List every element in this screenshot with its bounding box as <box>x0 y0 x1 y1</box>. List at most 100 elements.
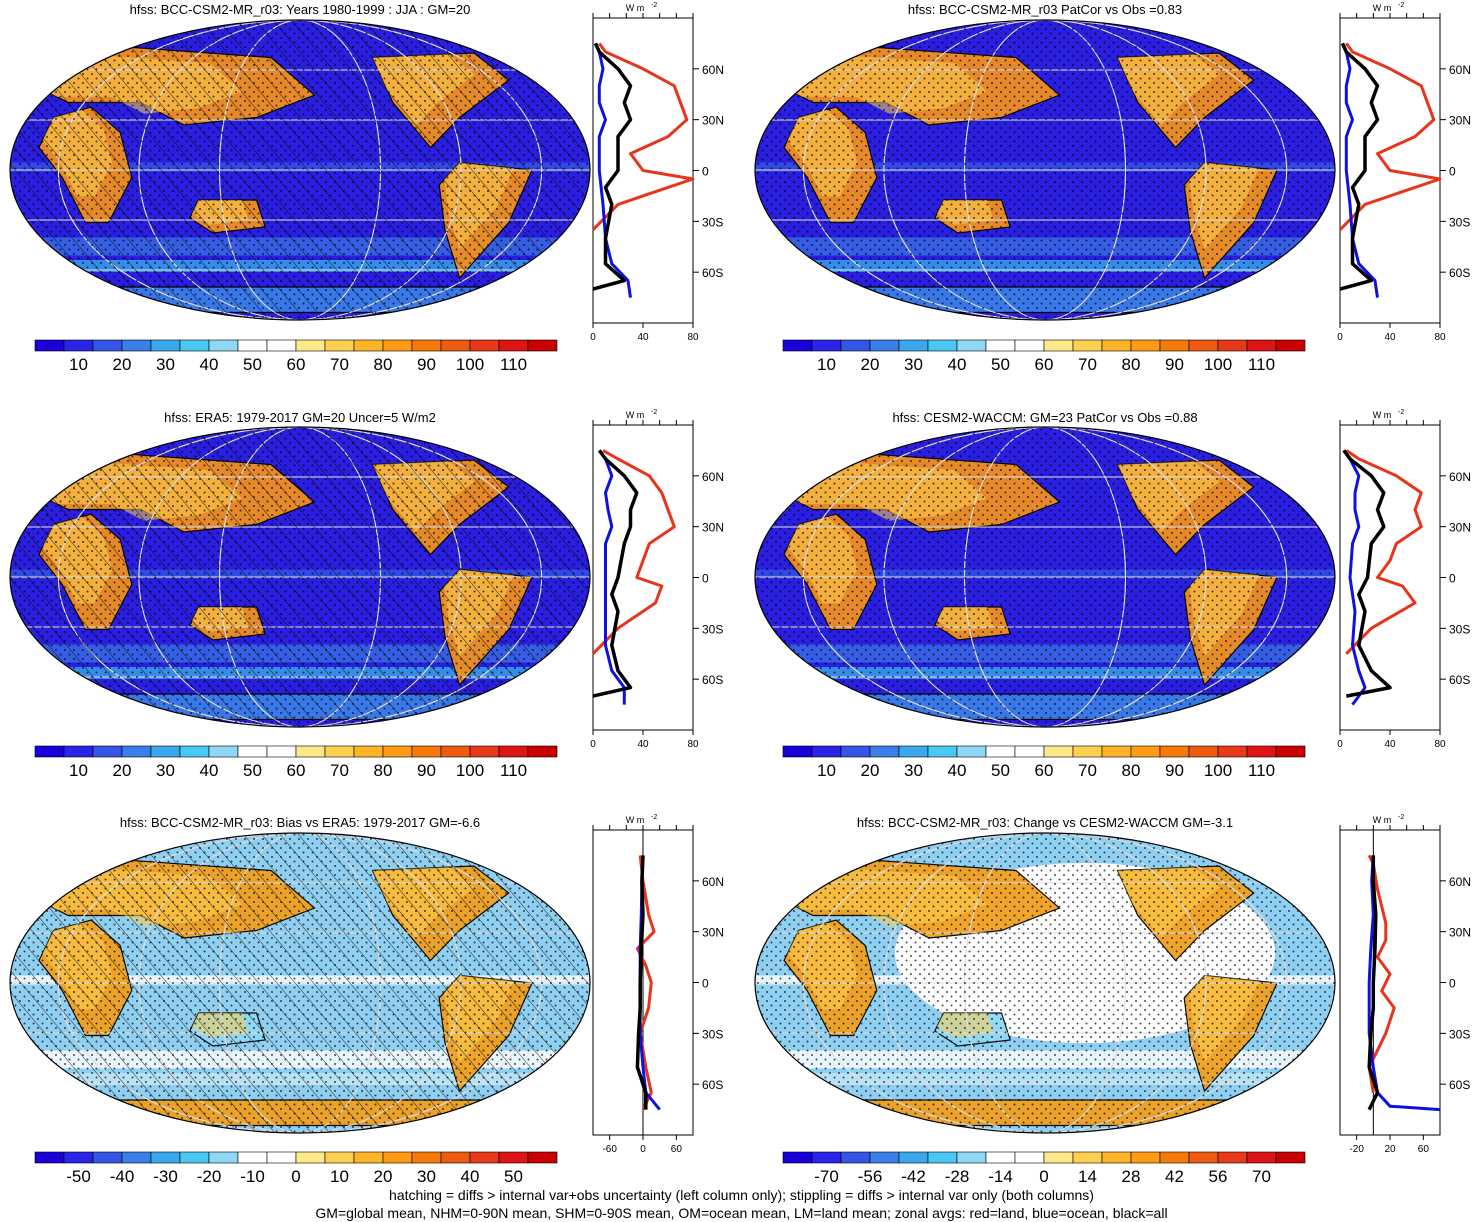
colorbar-swatch <box>1246 745 1277 758</box>
profile-units-superscript: -2 <box>1398 409 1404 416</box>
colorbar-swatch <box>1188 1151 1219 1164</box>
colorbar-label: 0 <box>1039 1167 1048 1186</box>
colorbar-swatch <box>150 1151 181 1164</box>
colorbar-swatch <box>1101 745 1132 758</box>
profile-lat-label: 30S <box>1449 1027 1470 1041</box>
stippling <box>10 20 590 320</box>
colorbar-swatch <box>440 339 471 352</box>
colorbar-label: 60 <box>287 355 306 374</box>
profile-lat-label: 60S <box>702 266 723 280</box>
colorbar-swatch <box>811 745 842 758</box>
colorbar-swatch <box>956 1151 987 1164</box>
profile-x-label: 0 <box>590 739 596 750</box>
stippling <box>755 20 1335 320</box>
colorbar-swatch <box>92 339 123 352</box>
colorbar-swatch <box>927 1151 958 1164</box>
profile-lat-label: 0 <box>702 572 709 586</box>
colorbar-label: 50 <box>991 761 1010 780</box>
profile-units-superscript: -2 <box>651 409 657 416</box>
colorbar-label: 0 <box>291 1167 300 1186</box>
profile-lat-label: 60S <box>1449 1078 1470 1092</box>
profile-lat-label: 30S <box>702 622 723 636</box>
colorbar-swatch <box>1217 745 1248 758</box>
profile-lat-label: 30N <box>702 114 724 128</box>
colorbar-swatch <box>927 339 958 352</box>
colorbar-swatch <box>1101 1151 1132 1164</box>
colorbar-swatch <box>237 745 268 758</box>
colorbar-swatch <box>34 745 65 758</box>
colorbar-swatch <box>324 745 355 758</box>
profile-units: W m <box>626 3 645 13</box>
profile-lat-label: 60S <box>702 673 723 687</box>
profile-x-label: 80 <box>687 739 699 750</box>
colorbar-swatch <box>1130 1151 1161 1164</box>
map-border <box>9 832 591 1134</box>
profile-ref-model: W m -2 60N 30N 0 30S 60S 0 40 80 <box>1337 409 1471 750</box>
colorbar-swatch <box>1043 1151 1074 1164</box>
colorbar-label: 90 <box>1165 355 1184 374</box>
colorbar-swatch <box>237 339 268 352</box>
colorbar-swatch <box>840 1151 871 1164</box>
colorbar-label: 100 <box>1204 355 1232 374</box>
colorbar-swatch <box>898 1151 929 1164</box>
colorbar-label: 60 <box>1035 355 1054 374</box>
profile-units-superscript: -2 <box>651 814 657 821</box>
profile-units: W m <box>626 815 645 825</box>
colorbar-label: 90 <box>417 355 436 374</box>
colorbar-label: -20 <box>197 1167 222 1186</box>
colorbar-swatch <box>411 1151 442 1164</box>
colorbar-label: 20 <box>861 761 880 780</box>
colorbar-swatch <box>440 745 471 758</box>
profile-model-patcor: W m -2 60N 30N 0 30S 60S 0 40 80 <box>1337 2 1471 343</box>
colorbar-swatch <box>469 1151 500 1164</box>
colorbar-swatch <box>1014 339 1045 352</box>
colorbar-swatch <box>63 1151 94 1164</box>
profile-series-ocean <box>598 449 626 705</box>
colorbar-swatch <box>266 339 297 352</box>
profile-lat-label: 0 <box>1449 977 1456 991</box>
colorbar-swatch <box>840 339 871 352</box>
colorbar-swatch <box>898 745 929 758</box>
colorbar-swatch <box>527 339 558 352</box>
panel-obs: 10 20 30 40 50 60 70 80 90 100 110 W m -2 60N 30N 0 30S 6… <box>9 409 724 780</box>
colorbar-swatch <box>840 745 871 758</box>
panel-title-change: hfss: BCC-CSM2-MR_r03: Change vs CESM2-W… <box>856 815 1234 830</box>
profile-lat-label: 60N <box>702 875 724 889</box>
profile-series-all <box>1339 42 1380 291</box>
colorbar-swatch <box>811 339 842 352</box>
profile-series-ocean <box>1342 449 1367 706</box>
colorbar-label: 56 <box>1209 1167 1228 1186</box>
profile-lat-label: 0 <box>1449 165 1456 179</box>
panel-title-model-patcor: hfss: BCC-CSM2-MR_r03 PatCor vs Obs =0.8… <box>907 2 1183 17</box>
panel-title-obs: hfss: ERA5: 1979-2017 GM=20 Uncer=5 W/m2 <box>164 410 436 425</box>
colorbar-swatch <box>1275 1151 1306 1164</box>
profile-lat-label: 30S <box>702 215 723 229</box>
profile-x-label: 40 <box>637 332 649 343</box>
profile-lat-label: 60N <box>702 470 724 484</box>
colorbar-label: 10 <box>817 761 836 780</box>
colorbar-label: 50 <box>243 761 262 780</box>
profile-frame <box>592 424 694 731</box>
colorbar-swatch <box>527 745 558 758</box>
colorbar-label: 50 <box>243 355 262 374</box>
colorbar-swatch <box>956 745 987 758</box>
profile-obs: W m -2 60N 30N 0 30S 60S 0 40 80 <box>590 409 724 750</box>
colorbar-label: 30 <box>904 761 923 780</box>
colorbar-label: 80 <box>374 355 393 374</box>
profile-x-label: 80 <box>687 332 699 343</box>
colorbar-swatch <box>34 339 65 352</box>
profile-lat-label: 30S <box>1449 215 1470 229</box>
profile-lat-label: 30N <box>1449 926 1471 940</box>
colorbar-label: 90 <box>1165 761 1184 780</box>
colorbar-swatch <box>1217 339 1248 352</box>
colorbar-label: 30 <box>417 1167 436 1186</box>
colorbar-swatch <box>1072 1151 1103 1164</box>
profile-x-label: 40 <box>637 739 649 750</box>
colorbar-label: 28 <box>1122 1167 1141 1186</box>
colorbar-label: 70 <box>330 761 349 780</box>
colorbar-swatch <box>440 1151 471 1164</box>
colorbar-swatch <box>1014 745 1045 758</box>
profile-series-ocean <box>594 42 632 298</box>
colorbar-label: 20 <box>374 1167 393 1186</box>
profile-series-land <box>1345 449 1423 655</box>
